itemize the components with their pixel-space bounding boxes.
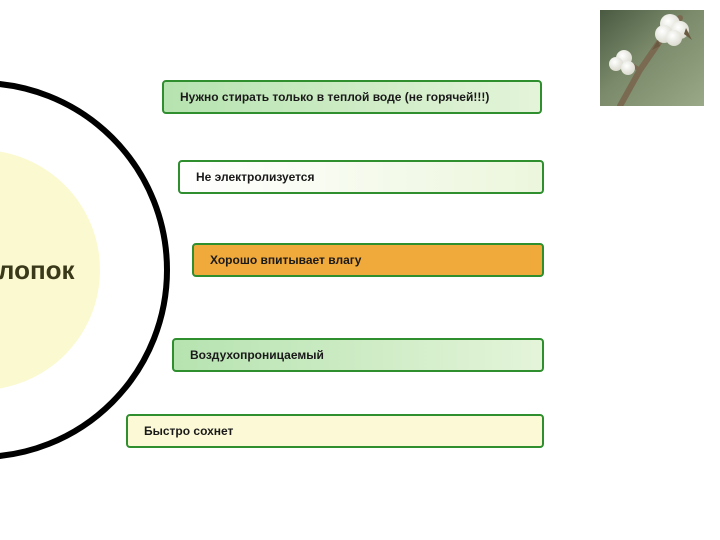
- property-bar-label: Нужно стирать только в теплой воде (не г…: [180, 90, 489, 104]
- property-bar-3: Воздухопроницаемый: [172, 338, 544, 372]
- property-bar-label: Не электролизуется: [196, 170, 314, 184]
- property-bar-0: Нужно стирать только в теплой воде (не г…: [162, 80, 542, 114]
- cotton-photo-svg: [600, 10, 704, 106]
- cotton-photo: [600, 10, 704, 106]
- property-bar-4: Быстро сохнет: [126, 414, 544, 448]
- hub-label: хлопок: [0, 255, 75, 286]
- property-bar-label: Воздухопроницаемый: [190, 348, 324, 362]
- property-bar-2: Хорошо впитывает влагу: [192, 243, 544, 277]
- property-bar-label: Хорошо впитывает влагу: [210, 253, 361, 267]
- property-bar-label: Быстро сохнет: [144, 424, 233, 438]
- property-bar-1: Не электролизуется: [178, 160, 544, 194]
